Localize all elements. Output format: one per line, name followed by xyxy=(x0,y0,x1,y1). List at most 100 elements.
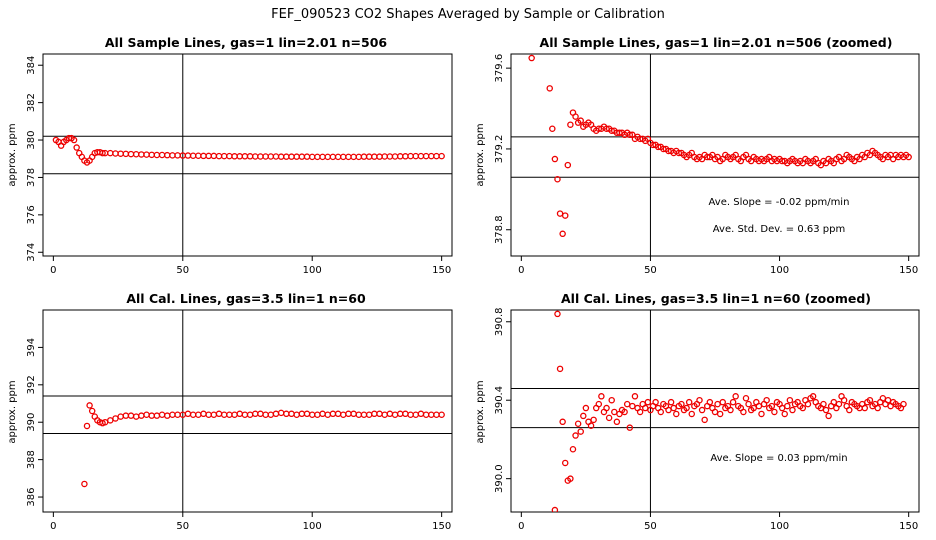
data-point xyxy=(200,152,207,160)
data-point xyxy=(371,410,378,418)
data-point xyxy=(210,411,218,418)
data-points xyxy=(52,134,445,166)
data-point xyxy=(778,404,786,412)
data-point xyxy=(577,428,584,435)
data-point xyxy=(905,153,912,161)
data-point xyxy=(314,411,321,418)
data-point xyxy=(365,153,373,160)
data-point xyxy=(169,152,176,159)
data-point xyxy=(324,411,331,418)
data-point xyxy=(231,411,238,418)
data-point xyxy=(153,151,161,159)
data-point xyxy=(272,153,280,160)
data-point xyxy=(308,153,316,161)
data-point xyxy=(205,411,212,418)
data-point xyxy=(412,152,420,160)
y-tick-label: 374 xyxy=(26,243,37,262)
data-point xyxy=(138,151,145,158)
data-point xyxy=(205,152,212,160)
data-point xyxy=(804,400,812,408)
data-point xyxy=(132,151,140,158)
data-point xyxy=(673,410,680,418)
plot-frame xyxy=(510,309,920,513)
data-point xyxy=(86,402,93,409)
data-point xyxy=(729,398,737,406)
data-point xyxy=(572,432,579,439)
data-point xyxy=(629,402,636,410)
data-point xyxy=(660,145,667,153)
data-point xyxy=(665,406,672,414)
data-point xyxy=(319,153,326,161)
data-point xyxy=(329,410,337,418)
data-point xyxy=(112,150,119,157)
data-point xyxy=(900,400,907,408)
data-point xyxy=(784,402,791,410)
y-tick-label: 384 xyxy=(26,56,37,75)
data-point xyxy=(433,152,440,160)
y-tick-label: 386 xyxy=(26,487,37,506)
data-point xyxy=(559,230,566,238)
data-point xyxy=(73,144,80,151)
data-point xyxy=(649,141,657,149)
y-tick-label: 378 xyxy=(26,168,37,187)
x-tick-label: 50 xyxy=(644,265,657,276)
data-point xyxy=(117,150,124,157)
plot-content: 0 50 100 150 378.8 379.2 379.6 xyxy=(494,54,919,276)
data-point xyxy=(561,212,569,219)
data-points xyxy=(551,0,908,512)
data-point xyxy=(283,410,290,418)
data-point xyxy=(603,404,610,412)
x-tick-label: 100 xyxy=(303,521,322,532)
y-tick-label: 376 xyxy=(26,205,37,224)
data-point xyxy=(407,411,414,418)
data-points xyxy=(528,54,912,238)
data-point xyxy=(605,414,613,422)
x-tick-label: 0 xyxy=(518,521,524,532)
data-point xyxy=(386,410,394,418)
data-point xyxy=(866,396,874,404)
panel-title: All Cal. Lines, gas=3.5 lin=1 n=60 (zoom… xyxy=(561,291,871,306)
panel-title: All Sample Lines, gas=1 lin=2.01 n=506 (… xyxy=(540,35,893,50)
data-point xyxy=(642,404,649,412)
data-point xyxy=(742,395,750,402)
y-tick-label: 382 xyxy=(26,93,37,112)
data-point xyxy=(314,153,321,161)
data-point xyxy=(184,410,192,418)
data-point xyxy=(561,459,569,467)
y-tick-label: 378.8 xyxy=(494,215,505,244)
data-point xyxy=(835,400,843,408)
data-point xyxy=(174,411,181,418)
data-point xyxy=(148,412,155,419)
y-axis-label: approx. ppm xyxy=(7,123,18,186)
data-point xyxy=(422,411,430,418)
data-point xyxy=(303,153,311,160)
data-point xyxy=(262,153,269,160)
data-point xyxy=(407,152,414,160)
data-point xyxy=(685,398,693,406)
data-point xyxy=(360,411,368,418)
data-point xyxy=(616,129,623,137)
data-point xyxy=(334,410,342,418)
data-point xyxy=(745,400,752,408)
data-point xyxy=(236,153,243,160)
panel-cal: All Cal. Lines, gas=3.5 lin=1 n=60 appro… xyxy=(7,291,453,532)
data-point xyxy=(740,408,747,416)
data-point xyxy=(903,0,908,3)
data-point xyxy=(688,410,696,418)
data-point xyxy=(376,153,383,160)
data-point xyxy=(636,135,644,143)
data-point xyxy=(122,150,130,158)
data-point xyxy=(272,410,280,418)
data-point xyxy=(621,408,628,416)
data-point xyxy=(433,411,440,418)
data-point xyxy=(551,506,559,512)
data-point xyxy=(755,402,763,410)
data-point xyxy=(143,411,150,418)
data-point xyxy=(569,445,577,453)
x-tick-label: 0 xyxy=(50,521,56,532)
data-point xyxy=(117,413,124,420)
data-point xyxy=(732,393,739,400)
data-point xyxy=(771,408,778,416)
data-point xyxy=(138,412,145,419)
data-point xyxy=(241,411,249,418)
